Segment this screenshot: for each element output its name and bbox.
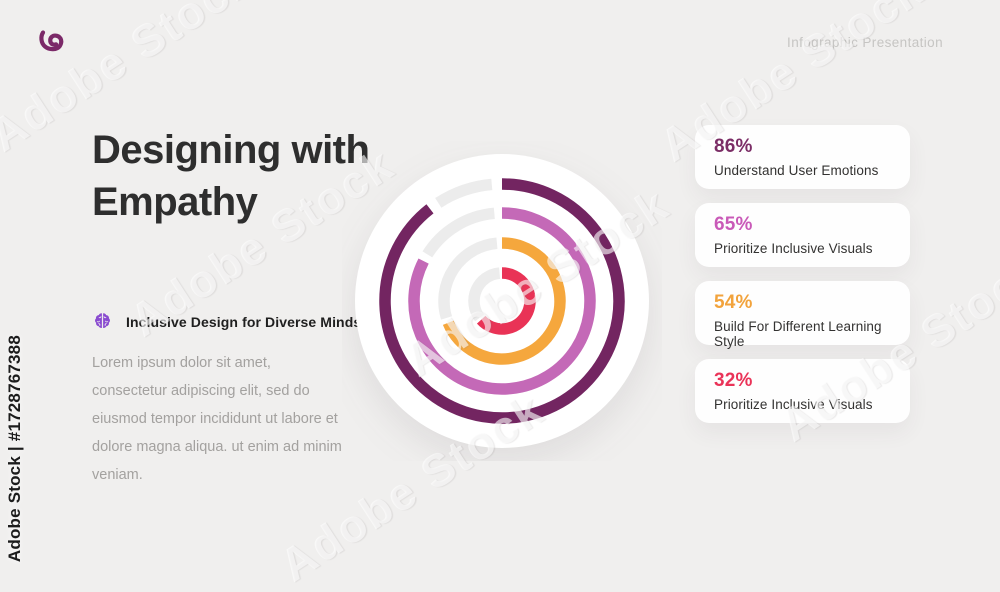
stat-card-build-for-different-learning-style: 54% Build For Different Learning Style	[695, 281, 910, 349]
page-title-line2: Empathy	[92, 180, 258, 224]
stock-watermark-side: Adobe Stock | #1728767388	[5, 334, 24, 562]
stat-percent: 32%	[714, 370, 753, 391]
ring-track-3	[468, 267, 501, 322]
ring-value-3-32pct	[476, 267, 536, 335]
stat-label: Prioritize Inclusive Visuals	[714, 241, 873, 256]
ring-track-2	[438, 237, 498, 320]
brain-icon	[95, 313, 110, 328]
brand-logo	[39, 30, 64, 52]
ring-track-1	[422, 207, 495, 258]
presentation-type-label: Infographic Presentation	[787, 35, 943, 50]
ring-value-1-65pct	[408, 207, 596, 395]
subtitle-row: Inclusive Design for Diverse Minds	[92, 311, 361, 332]
radial-chart-svg	[355, 154, 649, 448]
stat-percent: 54%	[714, 292, 753, 313]
brand-logo-swirl	[39, 30, 64, 52]
page-title: Designing with Empathy	[92, 124, 422, 228]
stat-card-prioritize-inclusive-visuals: 65% Prioritize Inclusive Visuals	[695, 203, 910, 267]
subtitle-text: Inclusive Design for Diverse Minds	[126, 313, 362, 330]
chart-background-disc	[355, 154, 649, 448]
stat-label: Build For Different Learning Style	[714, 319, 882, 349]
page-title-line1: Designing with	[92, 128, 370, 172]
ring-track-0	[435, 178, 493, 208]
stat-card-prioritize-inclusive-visuals-2: 32% Prioritize Inclusive Visuals	[695, 359, 910, 423]
stat-card-understand-user-emotions: 86% Understand User Emotions	[695, 125, 910, 189]
stat-percent: 86%	[714, 136, 753, 157]
body-paragraph: Lorem ipsum dolor sit amet, consectetur …	[92, 355, 342, 483]
ring-value-0-86pct	[379, 178, 625, 424]
radial-chart	[342, 141, 662, 461]
stat-percent: 65%	[714, 214, 753, 235]
ring-value-2-54pct	[442, 237, 566, 365]
stat-label: Understand User Emotions	[714, 163, 879, 178]
stat-label: Prioritize Inclusive Visuals	[714, 397, 873, 412]
